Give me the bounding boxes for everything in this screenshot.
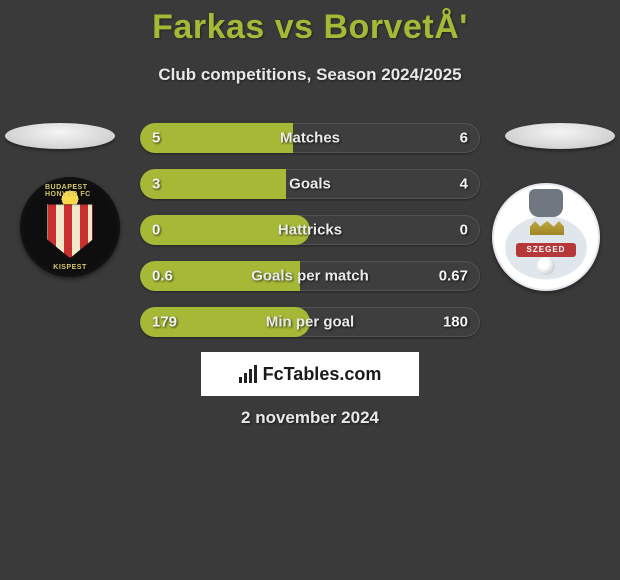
bar-left-value: 0	[152, 222, 160, 239]
bar-right-value: 0.67	[439, 268, 468, 285]
crest-ribbon: SZEGED	[516, 243, 576, 257]
crest-helm-icon	[529, 189, 563, 217]
player-ellipse-left	[5, 123, 115, 149]
page-subtitle: Club competitions, Season 2024/2025	[0, 65, 620, 85]
bar-left-value: 179	[152, 314, 177, 331]
crest-text-top: BUDAPEST HONVED FC	[45, 184, 95, 198]
bar-label: Goals	[289, 176, 331, 193]
bar-fill	[140, 169, 286, 199]
brand-box[interactable]: FcTables.com	[201, 352, 419, 396]
match-date: 2 november 2024	[241, 408, 379, 428]
bar-goals-per-match: 0.6 Goals per match 0.67	[140, 261, 480, 291]
bar-left-value: 0.6	[152, 268, 173, 285]
crest-text-bottom: KISPEST	[53, 264, 86, 271]
bar-left-value: 3	[152, 176, 160, 193]
bar-hattricks: 0 Hattricks 0	[140, 215, 480, 245]
bar-label: Min per goal	[266, 314, 354, 331]
team-crest-left: BUDAPEST HONVED FC KISPEST	[20, 177, 120, 277]
comparison-bars: 5 Matches 6 3 Goals 4 0 Hattricks 0 0.6 …	[140, 123, 480, 353]
brand-text: FcTables.com	[263, 364, 382, 385]
bar-label: Hattricks	[278, 222, 342, 239]
bar-right-value: 0	[460, 222, 468, 239]
bar-right-value: 180	[443, 314, 468, 331]
page-title: Farkas vs BorvetÅ'	[0, 0, 620, 47]
crest-ball-icon	[537, 257, 555, 275]
player-ellipse-right	[505, 123, 615, 149]
bar-goals: 3 Goals 4	[140, 169, 480, 199]
bar-right-value: 6	[460, 130, 468, 147]
crest-ribbon-text: SZEGED	[516, 243, 576, 257]
team-crest-right: SZEGED	[492, 183, 600, 291]
bar-left-value: 5	[152, 130, 160, 147]
bar-matches: 5 Matches 6	[140, 123, 480, 153]
bar-label: Matches	[280, 130, 340, 147]
crest-crown-icon	[530, 221, 564, 235]
bar-label: Goals per match	[251, 268, 369, 285]
bar-right-value: 4	[460, 176, 468, 193]
bars-icon	[239, 365, 257, 383]
bar-min-per-goal: 179 Min per goal 180	[140, 307, 480, 337]
crest-shield-icon	[47, 204, 93, 258]
bar-fill	[140, 123, 293, 153]
